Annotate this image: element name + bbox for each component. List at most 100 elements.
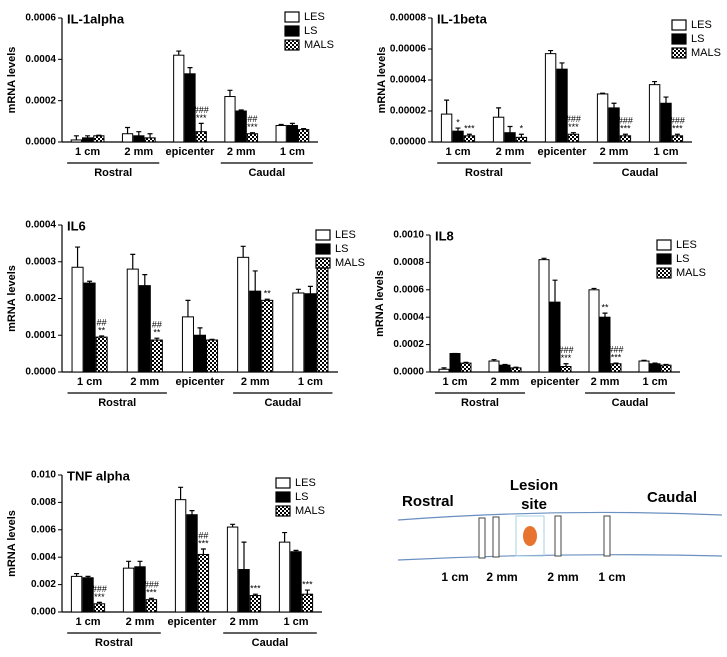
bar xyxy=(261,299,274,373)
y-tick-label: 0.0004 xyxy=(25,220,56,231)
diagram-label: Caudal xyxy=(647,489,697,506)
legend-swatch xyxy=(315,243,331,255)
group-label: Caudal xyxy=(252,637,289,649)
error-bar xyxy=(282,531,288,543)
bar xyxy=(173,54,185,143)
x-tick-label: epicenter xyxy=(176,376,226,388)
x-tick-label: 2 mm xyxy=(241,376,270,388)
x-tick-label: 1 cm xyxy=(77,376,102,388)
position-label: 2 mm xyxy=(547,570,578,584)
significance-label: ### xyxy=(670,116,685,126)
error-bar xyxy=(142,274,148,286)
legend-swatch xyxy=(656,239,672,251)
position-label: 2 mm xyxy=(486,570,517,584)
error-bar xyxy=(264,298,270,301)
significance-label: *** xyxy=(620,124,631,134)
significance-label: ** xyxy=(98,325,106,335)
significance-label: ### xyxy=(618,116,633,126)
error-bar xyxy=(227,89,233,97)
significance-label: *** xyxy=(196,113,207,123)
bar xyxy=(181,316,194,373)
y-tick-label: 0.0002 xyxy=(25,95,56,106)
bar xyxy=(145,599,158,613)
position-label: 1 cm xyxy=(598,570,625,584)
error-bar xyxy=(600,92,606,94)
error-bar xyxy=(295,288,301,293)
legend-swatch xyxy=(275,505,291,517)
error-bar xyxy=(548,49,554,54)
legend-swatch xyxy=(284,39,300,51)
y-tick-label: 0.000 xyxy=(31,607,56,618)
y-tick-label: 0.00004 xyxy=(390,75,427,86)
bar xyxy=(304,293,317,373)
error-bar xyxy=(463,361,469,364)
error-bar xyxy=(230,523,236,528)
error-bar xyxy=(137,560,143,567)
bar xyxy=(121,133,134,143)
error-bar xyxy=(96,601,102,604)
y-tick-label: 0.0010 xyxy=(393,230,424,241)
x-tick-label: 1 cm xyxy=(642,376,667,388)
y-tick-label: 0.0002 xyxy=(25,293,56,304)
significance-label: ## xyxy=(198,530,208,540)
x-tick-label: 1 cm xyxy=(653,146,678,158)
x-tick-label: 2 mm xyxy=(124,146,153,158)
bar xyxy=(70,575,83,613)
error-bar xyxy=(674,133,680,136)
legend-label: MALS xyxy=(335,257,365,269)
y-tick-label: 0.0004 xyxy=(393,312,424,323)
bar xyxy=(138,285,151,373)
bar xyxy=(237,256,250,373)
bar xyxy=(193,334,207,373)
diagram-label: site xyxy=(521,496,547,513)
bar xyxy=(246,133,259,143)
error-bar xyxy=(611,102,617,108)
significance-label: * xyxy=(520,124,524,134)
bar xyxy=(71,266,84,373)
y-tick-label: 0.0002 xyxy=(393,339,424,350)
error-bar xyxy=(178,486,184,500)
significance-label: ### xyxy=(566,114,581,124)
error-bar xyxy=(552,279,558,303)
significance-label: ### xyxy=(194,105,209,115)
y-axis-label: mRNA levels xyxy=(376,47,388,114)
y-tick-label: 0.004 xyxy=(31,552,56,563)
error-bar xyxy=(570,132,576,135)
x-tick-label: epicenter xyxy=(166,146,216,158)
bar xyxy=(452,130,464,143)
chart-panel: 0.0000 0.0002 0.0004 0.0006 mRNA levels IL-1a… xyxy=(6,11,334,179)
error-bar xyxy=(130,253,136,270)
bar xyxy=(438,368,450,373)
legend-swatch xyxy=(284,25,300,37)
legend-label: LS xyxy=(691,33,704,45)
y-axis-label: mRNA levels xyxy=(6,510,18,577)
chart-title: TNF alpha xyxy=(67,468,131,483)
significance-label: ## xyxy=(97,317,107,327)
bar xyxy=(93,135,105,143)
bar xyxy=(133,135,145,143)
error-bar xyxy=(240,245,246,258)
x-tick-label: 2 mm xyxy=(230,616,259,628)
group-label: Rostral xyxy=(98,397,136,409)
y-tick-label: 0.0001 xyxy=(25,330,56,341)
bar xyxy=(95,336,108,373)
y-tick-label: 0.0006 xyxy=(25,13,56,24)
bar xyxy=(510,367,522,373)
bar xyxy=(275,124,287,143)
error-bar xyxy=(197,327,203,336)
x-tick-label: 1 cm xyxy=(442,376,467,388)
error-bar xyxy=(663,363,669,366)
bar xyxy=(122,567,135,613)
diagram: Rostral Lesion site Caudal 1 cm 2 mm 2 m… xyxy=(397,477,723,584)
bar xyxy=(83,282,96,373)
group-label: Rostral xyxy=(465,167,503,179)
error-bar xyxy=(189,510,195,515)
significance-label: *** xyxy=(672,124,683,134)
bar xyxy=(492,116,505,143)
section xyxy=(554,515,562,557)
legend-label: MALS xyxy=(676,267,706,279)
bar xyxy=(515,136,528,143)
legend-swatch xyxy=(284,11,300,23)
x-tick-label: 1 cm xyxy=(280,146,305,158)
